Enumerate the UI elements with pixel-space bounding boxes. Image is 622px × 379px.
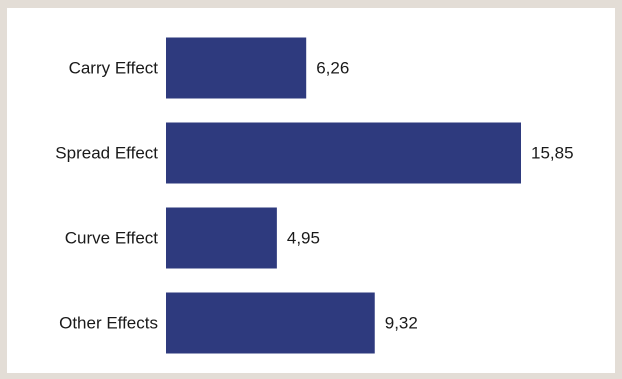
category-labels-group: Carry Effect Spread Effect Curve Effect Oth… xyxy=(55,59,158,333)
category-label-spread-effect: Spread Effect xyxy=(55,144,158,163)
category-label-other-effects: Other Effects xyxy=(59,314,158,333)
bar-carry-effect xyxy=(166,37,307,99)
bars-group xyxy=(166,37,521,354)
value-label-spread-effect: 15,85 xyxy=(531,144,574,163)
value-label-curve-effect: 4,95 xyxy=(287,229,320,248)
value-labels-group: 6,26 15,85 4,95 9,32 xyxy=(287,59,574,333)
bar-curve-effect xyxy=(166,207,277,269)
category-label-curve-effect: Curve Effect xyxy=(65,229,159,248)
bar-other-effects xyxy=(166,292,375,354)
value-label-carry-effect: 6,26 xyxy=(316,59,349,78)
bar-spread-effect xyxy=(166,122,521,184)
category-label-carry-effect: Carry Effect xyxy=(69,59,159,78)
value-label-other-effects: 9,32 xyxy=(385,314,418,333)
